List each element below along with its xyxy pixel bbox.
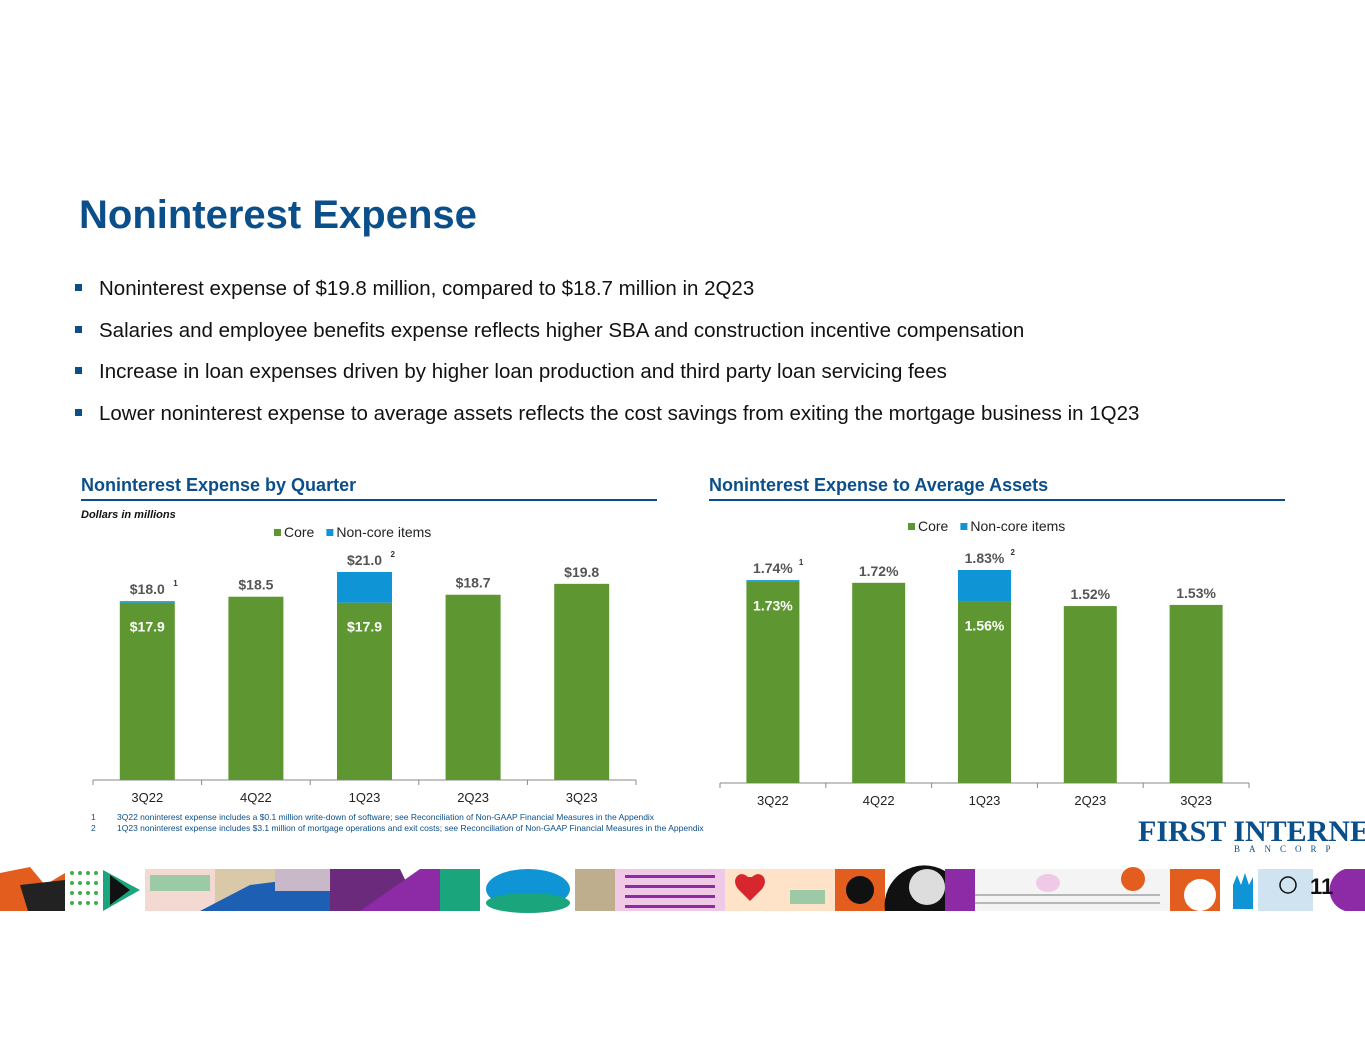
right-title-rule [709,499,1285,501]
bar-noncore [958,570,1011,602]
company-logo: FIRST INTERNET BANCORP [1138,815,1365,857]
bullet-text: Salaries and employee benefits expense r… [99,318,1025,342]
core-data-label: $17.9 [347,619,382,635]
footnote-marker: 1 [173,579,178,588]
footnote-number: 1 [91,812,96,822]
x-tick-label: 3Q23 [1180,793,1212,808]
legend-swatch [908,523,915,530]
bar-core [958,601,1011,783]
core-data-label: $17.9 [130,619,165,635]
bullet-item: Lower noninterest expense to average ass… [75,400,1139,442]
legend-label: Non-core items [336,524,431,540]
slide-title: Noninterest Expense [79,193,477,237]
bar-core [228,596,284,780]
x-tick-label: 2Q23 [1074,793,1106,808]
bullet-square-icon [75,408,82,416]
footnote-marker: 2 [391,550,396,559]
total-data-label: 1.53% [1176,585,1216,601]
bar-core [1063,606,1117,783]
total-data-label: 1.52% [1070,586,1110,602]
total-data-label: 1.74% [753,560,793,576]
x-tick-label: 3Q22 [757,793,789,808]
left-chart-title: Noninterest Expense by Quarter [81,475,357,495]
x-tick-label: 1Q23 [969,793,1001,808]
total-data-label: $21.0 [347,552,382,568]
legend-label: Core [918,518,949,534]
bar-noncore [337,571,392,603]
right-chart-title: Noninterest Expense to Average Assets [709,475,1049,495]
bullet-square-icon [75,284,82,291]
footnote-marker: 1 [799,558,804,567]
footnote-text: 1Q23 noninterest expense includes $3.1 m… [117,823,704,833]
bar-noncore [746,580,800,582]
left-title-rule [81,499,657,501]
logo-subtitle: BANCORP [1234,844,1340,854]
total-data-label: 1.72% [859,563,899,579]
x-tick-label: 4Q22 [240,790,272,805]
decorative-banner [0,865,1365,913]
bullet-text: Lower noninterest expense to average ass… [99,401,1140,425]
x-tick-label: 4Q22 [863,793,895,808]
legend-swatch [326,529,334,536]
legend-label: Core [284,524,315,540]
total-data-label: $18.7 [456,575,491,591]
bullet-text: Increase in loan expenses driven by high… [99,360,947,383]
x-tick-label: 2Q23 [457,790,489,805]
footnote-text: 3Q22 noninterest expense includes a $0.1… [117,812,655,822]
bullet-item: Noninterest expense of $19.8 million, co… [75,275,1139,317]
bullet-list: Noninterest expense of $19.8 million, co… [75,275,1139,441]
footnote-number: 2 [91,823,96,833]
footnote-marker: 2 [1011,548,1016,557]
chart-units-note: Dollars in millions [81,509,176,521]
bar-core [852,582,906,783]
bullet-square-icon [75,367,82,374]
bullet-square-icon [75,325,82,333]
legend-swatch [274,529,281,536]
bar-core [119,602,175,780]
x-tick-label: 3Q23 [566,790,598,805]
x-tick-label: 3Q22 [131,790,163,805]
x-tick-label: 1Q23 [349,790,381,805]
bar-core [445,594,501,780]
bar-core [1169,604,1223,783]
bullet-text: Noninterest expense of $19.8 million, co… [99,277,755,300]
total-data-label: $19.8 [564,564,599,580]
bar-noncore [119,601,175,603]
core-data-label: 1.56% [965,617,1005,633]
page-number: 11 [1310,874,1334,899]
logo-wordmark: FIRST INTERNET [1138,815,1365,848]
core-data-label: 1.73% [753,598,793,614]
bar-core [554,583,610,780]
total-data-label: 1.83% [965,550,1005,566]
total-data-label: $18.0 [130,581,165,597]
legend-swatch [960,523,968,530]
bar-core [337,602,392,780]
total-data-label: $18.5 [238,577,273,593]
bar-core [746,581,800,783]
bullet-item: Salaries and employee benefits expense r… [75,317,1139,359]
legend-label: Non-core items [970,518,1065,534]
bullet-item: Increase in loan expenses driven by high… [75,358,1139,400]
